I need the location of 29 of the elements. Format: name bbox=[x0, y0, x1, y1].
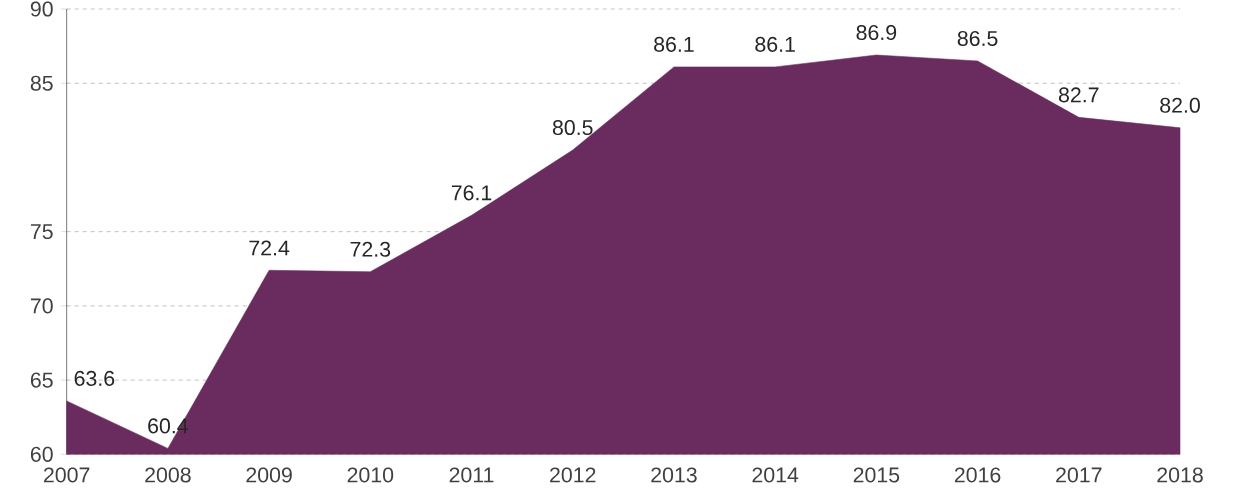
data-label: 86.5 bbox=[957, 30, 998, 47]
x-tick-label: 2012 bbox=[550, 467, 596, 483]
x-tick-label: 2011 bbox=[449, 467, 494, 483]
y-tick-label: 90 bbox=[30, 1, 53, 17]
x-tick-label: 2008 bbox=[145, 467, 191, 483]
y-tick-label: 85 bbox=[30, 75, 53, 91]
data-label: 86.1 bbox=[755, 36, 795, 52]
x-tick-label: 2016 bbox=[954, 467, 1001, 483]
x-tick-label: 2015 bbox=[853, 467, 900, 483]
data-label: 63.6 bbox=[74, 370, 115, 386]
data-label: 72.4 bbox=[249, 240, 290, 256]
data-label: 76.1 bbox=[451, 185, 492, 201]
x-tick-label: 2007 bbox=[44, 467, 90, 483]
data-label: 86.9 bbox=[856, 24, 897, 41]
y-tick-label: 65 bbox=[30, 372, 53, 388]
data-label: 82.7 bbox=[1058, 87, 1099, 103]
x-tick-label: 2010 bbox=[347, 467, 394, 483]
x-tick-label: 2017 bbox=[1056, 467, 1102, 483]
data-label: 72.3 bbox=[350, 241, 391, 257]
y-tick-label: 75 bbox=[30, 224, 53, 240]
y-tick-label: 70 bbox=[30, 298, 53, 314]
x-tick-label: 2018 bbox=[1157, 467, 1203, 483]
data-label: 80.5 bbox=[552, 119, 593, 136]
data-label: 82.0 bbox=[1160, 97, 1200, 113]
x-tick-label: 2013 bbox=[651, 467, 697, 483]
data-label: 86.1 bbox=[654, 36, 694, 52]
y-tick-label: 60 bbox=[30, 446, 53, 462]
x-tick-label: 2014 bbox=[752, 467, 799, 483]
x-tick-label: 2009 bbox=[246, 467, 292, 483]
